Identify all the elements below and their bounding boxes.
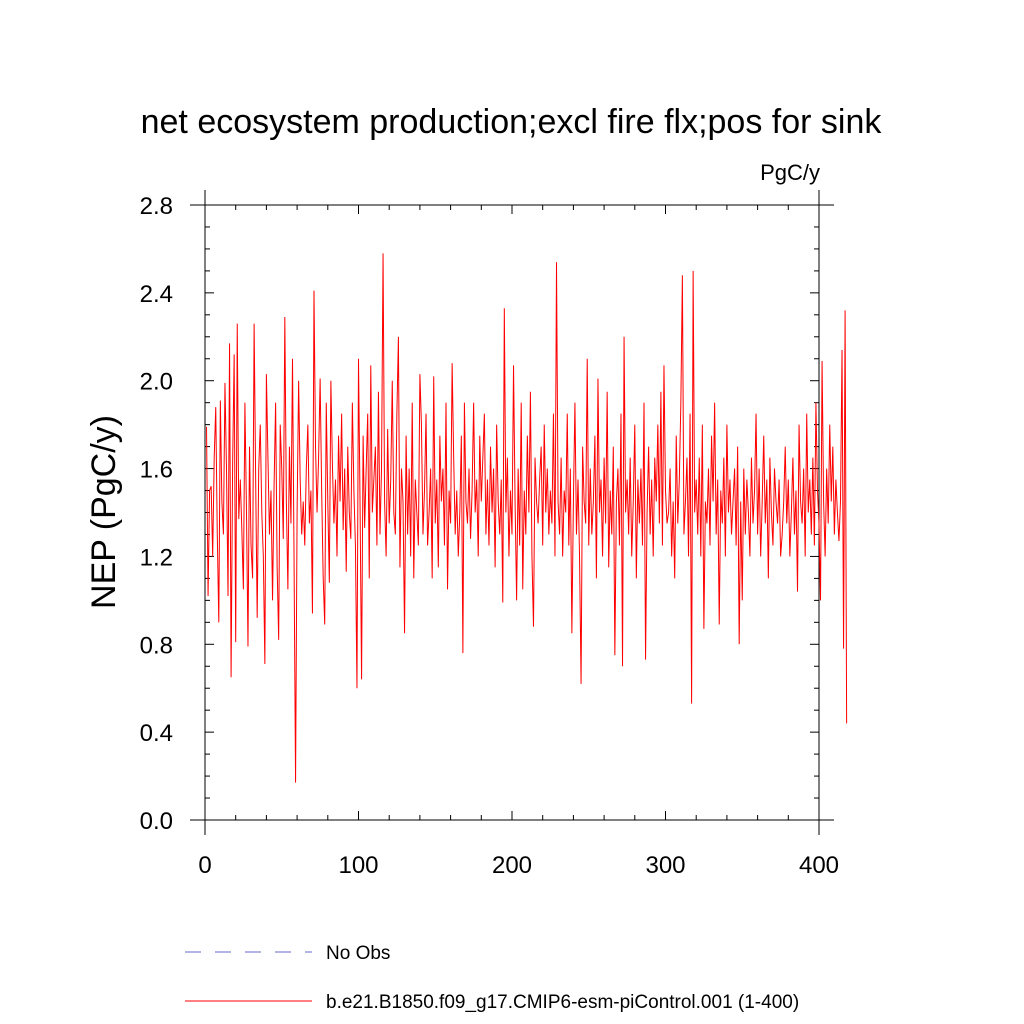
legend-label: No Obs (326, 943, 390, 964)
y-tick-label: 1.2 (140, 544, 173, 571)
series-line (206, 253, 848, 783)
x-tick-label: 400 (799, 852, 839, 879)
x-tick-label: 200 (492, 852, 532, 879)
chart-title: net ecosystem production;excl fire flx;p… (141, 103, 883, 141)
y-tick-label: 0.0 (140, 808, 173, 835)
legend-label: b.e21.B1850.f09_g17.CMIP6-esm-piControl.… (326, 992, 799, 1013)
x-tick-label: 100 (338, 852, 378, 879)
y-tick-label: 2.0 (140, 369, 173, 396)
legend: No Obs b.e21.B1850.f09_g17.CMIP6-esm-piCo… (185, 943, 799, 1013)
y-tick-label: 2.4 (140, 281, 173, 308)
y-tick-label: 1.6 (140, 457, 173, 484)
y-axis-label: NEP (PgC/y) (85, 415, 123, 609)
y-tick-label: 0.4 (140, 720, 173, 747)
x-tick-label: 300 (645, 852, 685, 879)
y-tick-label: 2.8 (140, 193, 173, 220)
x-tick-label: 0 (198, 852, 211, 879)
series-group (206, 253, 848, 783)
axis-ticks (204, 204, 820, 821)
units-label: PgC/y (760, 160, 820, 185)
tick-labels: 0 100 200 300 400 0.0 0.4 0.8 1.2 1.6 2.0 2.4 2.8 (140, 193, 839, 879)
y-tick-label: 0.8 (140, 632, 173, 659)
